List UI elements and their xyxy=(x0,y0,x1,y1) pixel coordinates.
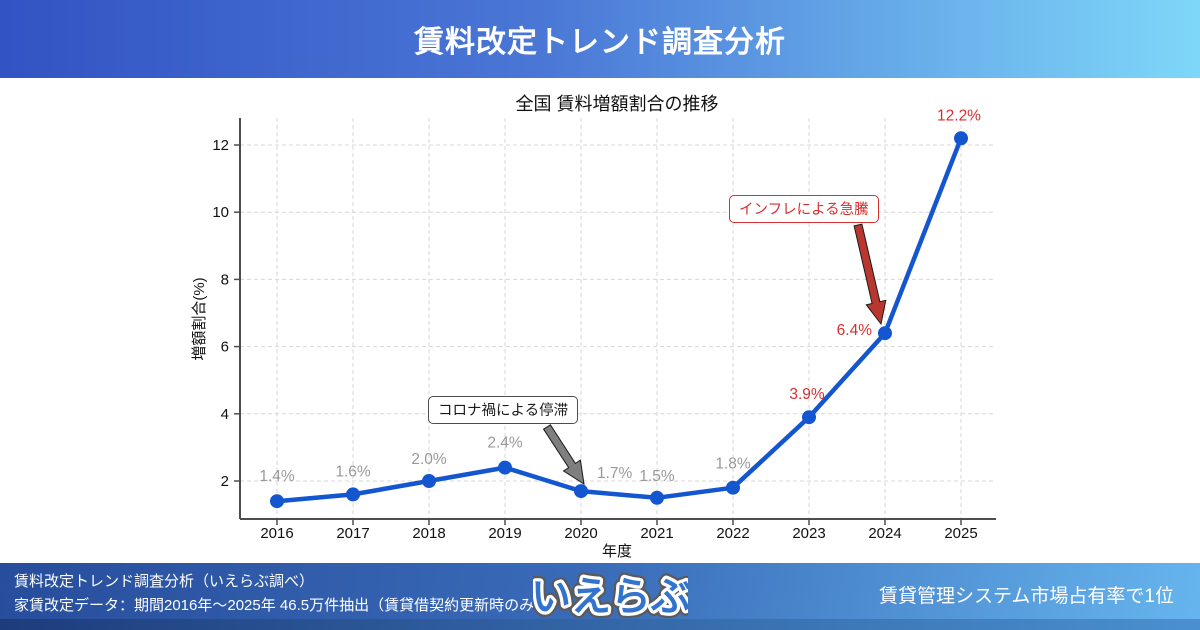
value-label-2025: 12.2% xyxy=(937,107,981,124)
footer-source-block: 賃料改定トレンド調査分析（いえらぶ調べ） 家賃改定データ：期間2016年〜202… xyxy=(14,570,549,618)
data-point-2021 xyxy=(650,490,664,505)
value-label-2024: 6.4% xyxy=(837,322,873,339)
page-title: 賃料改定トレンド調査分析 xyxy=(414,26,786,59)
y-axis-title: 増額割合(%) xyxy=(191,277,208,360)
line-chart: 2 4 6 8 10 12 2016 2017 2018 2019 2020 2021 2022 2023… xyxy=(191,94,996,560)
annotation-arrow-2020 xyxy=(542,424,585,486)
data-point-2022 xyxy=(726,480,740,495)
x-axis-title: 年度 xyxy=(602,543,632,560)
data-point-2019 xyxy=(498,460,512,475)
data-point-2025 xyxy=(954,131,968,146)
x-tick-label: 2019 xyxy=(488,525,521,542)
x-tick-label: 2022 xyxy=(716,525,749,542)
footer-bottom-strip xyxy=(0,619,1200,630)
x-tick-label: 2020 xyxy=(564,525,597,542)
y-tick-label: 12 xyxy=(212,137,229,154)
data-point-2018 xyxy=(422,474,436,488)
logo-text: いえらぶ xyxy=(533,575,688,619)
x-tick-label: 2023 xyxy=(792,525,825,542)
y-tick-label: 10 xyxy=(212,204,229,221)
footer-source-line2: 家賃改定データ：期間2016年〜2025年 46.5万件抽出（賃貸借契約更新時の… xyxy=(14,597,550,614)
trend-line xyxy=(274,136,964,504)
logo-outline-outer: いえらぶ xyxy=(533,575,688,619)
x-tick-label: 2018 xyxy=(412,525,445,542)
y-tick-label: 4 xyxy=(221,406,229,423)
value-label-2019: 2.4% xyxy=(487,435,523,452)
footer-source-line1: 賃料改定トレンド調査分析（いえらぶ調べ） xyxy=(14,573,315,590)
x-tick-label: 2016 xyxy=(260,525,293,542)
value-label-2022: 1.8% xyxy=(715,456,751,473)
chart-area: 2 4 6 8 10 12 2016 2017 2018 2019 2020 2021 2022 2023… xyxy=(0,78,1200,563)
data-point-2016 xyxy=(270,494,284,509)
chart-title: 全国 賃料増額割合の推移 xyxy=(516,94,719,114)
annotation-covid-stagnation: コロナ禍による停滞 xyxy=(428,396,579,424)
header-banner: 賃料改定トレンド調査分析 xyxy=(0,0,1200,78)
data-point-2024 xyxy=(878,326,892,341)
annotation-arrow-2024 xyxy=(853,223,887,326)
logo-outline-inner: いえらぶ xyxy=(533,575,688,619)
data-point-2017 xyxy=(346,487,360,502)
ielove-logo: いえらぶ いえらぶ いえらぶ xyxy=(533,570,688,625)
data-point-2023 xyxy=(802,410,816,425)
y-tick-label: 8 xyxy=(221,271,229,288)
annotation-covid-label: コロナ禍による停滞 xyxy=(438,403,569,419)
value-label-2018: 2.0% xyxy=(411,451,447,468)
value-label-2021: 1.5% xyxy=(639,468,675,485)
y-tick-label: 6 xyxy=(221,339,229,356)
value-label-2020: 1.7% xyxy=(597,465,633,482)
x-tick-label: 2024 xyxy=(868,525,901,542)
value-label-2016: 1.4% xyxy=(259,468,295,485)
x-tick-label: 2017 xyxy=(336,525,369,542)
x-tick-label: 2021 xyxy=(640,525,673,542)
y-tick-label: 2 xyxy=(221,473,229,490)
footer-banner: 賃料改定トレンド調査分析（いえらぶ調べ） 家賃改定データ：期間2016年〜202… xyxy=(0,563,1200,630)
footer-market-share-note: 賃貸管理システム市場占有率で1位 xyxy=(879,586,1174,607)
x-tick-label: 2025 xyxy=(944,525,977,542)
value-label-2023: 3.9% xyxy=(789,386,825,403)
annotation-inflation-surge: インフレによる急騰 xyxy=(729,195,879,223)
data-point-2020 xyxy=(574,484,588,499)
annotation-inflation-label: インフレによる急騰 xyxy=(739,202,869,218)
value-label-2017: 1.6% xyxy=(335,463,371,480)
